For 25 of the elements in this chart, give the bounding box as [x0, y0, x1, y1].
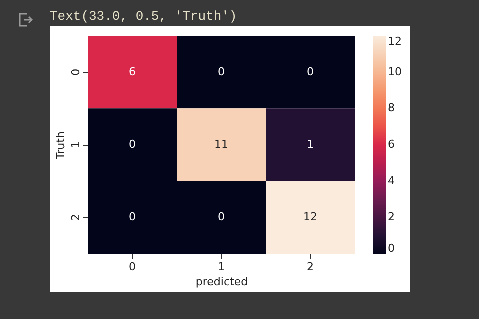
x-tick-label: 1: [218, 260, 225, 274]
data-label: 6: [129, 65, 136, 78]
data-label: 1: [307, 138, 314, 151]
color-bar-label: 0: [388, 242, 395, 255]
text: Text(33.0, 0.5, 'Truth'): [50, 9, 238, 24]
data-label: 0: [129, 138, 136, 151]
data-label: 11: [214, 138, 228, 151]
y-tick-label: 0: [70, 68, 82, 76]
x-axis-title: predicted: [196, 276, 248, 288]
color-bar-label: 10: [388, 65, 402, 78]
data-label: 0: [307, 65, 314, 78]
color-bar-label: 4: [388, 174, 395, 188]
color-bar-label: 12: [388, 35, 402, 48]
y-axis-title: Truth: [54, 132, 68, 160]
y-tick-label: 2: [70, 214, 82, 222]
data-label: 0: [218, 210, 225, 224]
color-bar-label: 2: [388, 210, 395, 224]
x-tick-label: 0: [129, 260, 136, 274]
data-label: 12: [304, 210, 318, 224]
data-label: 0: [129, 210, 136, 224]
color-bar-label: 8: [388, 102, 395, 115]
data-label: 0: [218, 65, 225, 78]
color-bar-label: 6: [388, 138, 395, 151]
y-tick-label: 1: [70, 142, 82, 148]
x-tick-label: 2: [307, 260, 314, 274]
